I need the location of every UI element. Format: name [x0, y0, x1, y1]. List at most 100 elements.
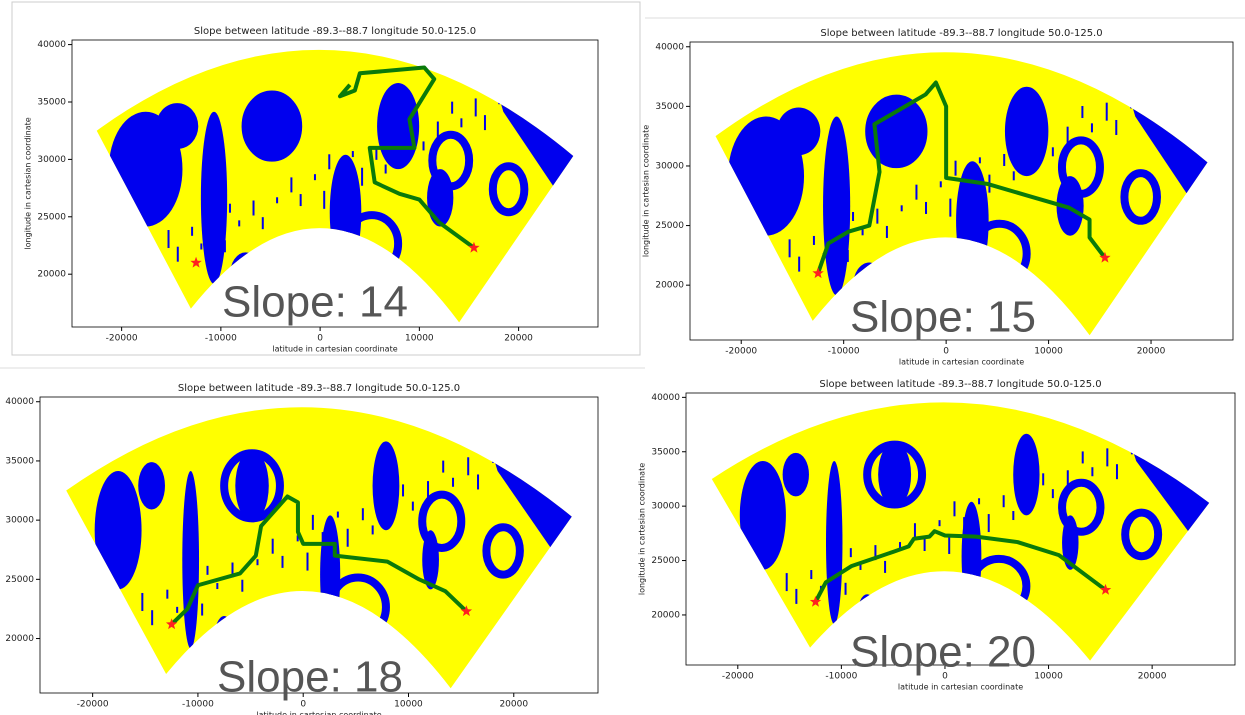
- terrain-speck: [168, 230, 170, 248]
- x-tick-label: 0: [943, 347, 949, 357]
- terrain-speck: [1116, 464, 1118, 479]
- y-axis-label: longitude in cartesian coordinate: [24, 117, 33, 249]
- terrain-speck: [795, 589, 797, 604]
- x-tick-label: 10000: [405, 334, 434, 344]
- terrain-speck: [845, 583, 847, 595]
- terrain-speck: [338, 171, 340, 183]
- terrain-speck: [979, 157, 981, 163]
- y-tick-label: 20000: [37, 270, 66, 280]
- terrain-speck: [850, 548, 852, 557]
- figure: -20000 -10000 0 10000 20000 20000 25000 30000 35…: [0, 0, 1245, 715]
- x-tick-label: -20000: [77, 700, 109, 710]
- y-tick-label: 25000: [5, 575, 34, 585]
- terrain-speck: [1028, 151, 1030, 169]
- terrain-speck: [362, 508, 364, 520]
- chart-title: Slope between latitude -89.3--88.7 longi…: [820, 28, 1102, 39]
- y-tick-label: 25000: [655, 221, 684, 231]
- terrain-speck: [253, 200, 255, 215]
- terrain-steep: [1013, 434, 1039, 516]
- terrain-speck: [312, 515, 314, 530]
- terrain-speck: [191, 227, 193, 236]
- x-tick-label: -20000: [106, 334, 138, 344]
- terrain-steep: [235, 450, 268, 521]
- x-tick-label: 20000: [1137, 347, 1166, 357]
- x-tick-label: -10000: [182, 700, 214, 710]
- terrain-speck: [361, 168, 363, 186]
- terrain-speck: [372, 525, 374, 534]
- terrain-speck: [276, 197, 278, 203]
- terrain-speck: [886, 226, 888, 238]
- y-tick-label: 25000: [651, 556, 680, 566]
- terrain-speck: [282, 556, 284, 568]
- terrain-speck: [224, 240, 226, 252]
- x-axis-label: latitude in cartesian coordinate: [272, 345, 397, 354]
- y-tick-label: 35000: [655, 102, 684, 112]
- x-tick-label: 20000: [504, 334, 533, 344]
- terrain-steep: [377, 83, 419, 169]
- terrain-speck: [1012, 511, 1014, 520]
- terrain-speck: [290, 177, 292, 192]
- terrain-speck: [460, 118, 462, 127]
- terrain-speck: [1115, 120, 1117, 135]
- terrain-speck: [1027, 492, 1029, 510]
- terrain-speck: [442, 461, 444, 473]
- slope-annotation: Slope: 20: [850, 628, 1036, 677]
- y-tick-label: 40000: [651, 393, 680, 403]
- terrain-speck: [229, 204, 231, 213]
- terrain-speck: [1091, 123, 1093, 132]
- terrain-speck: [141, 593, 143, 611]
- x-tick-label: -10000: [828, 347, 860, 357]
- terrain-speck: [467, 457, 469, 475]
- terrain-speck: [314, 174, 316, 180]
- terrain-steep: [1005, 87, 1048, 176]
- y-axis-label: longitude in cartesian coordinate: [638, 463, 647, 595]
- terrain-speck: [207, 566, 209, 575]
- y-tick-label: 30000: [655, 161, 684, 171]
- y-tick-label: 35000: [37, 97, 66, 107]
- terrain-speck: [963, 517, 965, 529]
- x-axis-label: latitude in cartesian coordinate: [898, 683, 1023, 692]
- terrain-speck: [924, 539, 926, 551]
- x-tick-label: 10000: [1034, 672, 1063, 682]
- y-tick-label: 20000: [651, 610, 680, 620]
- y-tick-label: 30000: [37, 155, 66, 165]
- terrain-speck: [940, 181, 942, 187]
- terrain-speck: [484, 115, 486, 130]
- terrain-speck: [955, 161, 957, 176]
- terrain-speck: [876, 209, 878, 224]
- x-tick-label: -20000: [722, 672, 754, 682]
- slope-annotation: Slope: 15: [850, 293, 1036, 342]
- terrain-speck: [437, 122, 439, 140]
- terrain-speck: [385, 165, 387, 174]
- terrain-speck: [262, 217, 264, 229]
- terrain-speck: [475, 98, 477, 116]
- slope-annotation: Slope: 18: [217, 653, 403, 702]
- terrain-speck: [915, 185, 917, 200]
- terrain-steep: [156, 103, 198, 149]
- y-tick-label: 30000: [5, 516, 34, 526]
- terrain-speck: [1052, 147, 1054, 156]
- terrain-speck: [948, 536, 950, 554]
- terrain-speck: [300, 194, 302, 206]
- terrain-speck: [884, 561, 886, 573]
- terrain-speck: [166, 590, 168, 599]
- terrain-speck: [201, 604, 203, 616]
- terrain-speck: [337, 512, 339, 518]
- terrain-steep: [783, 453, 809, 497]
- terrain-steep: [201, 112, 227, 284]
- terrain-steep: [826, 461, 842, 624]
- terrain-speck: [1013, 171, 1015, 180]
- terrain-speck: [939, 520, 941, 526]
- x-tick-label: -10000: [205, 334, 237, 344]
- terrain-speck: [810, 570, 812, 579]
- terrain-speck: [427, 481, 429, 499]
- terrain-speck: [1081, 106, 1083, 118]
- terrain-speck: [477, 474, 479, 489]
- x-axis-label: latitude in cartesian coordinate: [256, 711, 381, 715]
- y-tick-label: 35000: [651, 447, 680, 457]
- terrain-speck: [798, 257, 800, 272]
- terrain-speck: [257, 559, 259, 565]
- y-tick-label: 25000: [37, 212, 66, 222]
- slope-annotation: Slope: 14: [222, 278, 408, 327]
- terrain-speck: [953, 501, 955, 516]
